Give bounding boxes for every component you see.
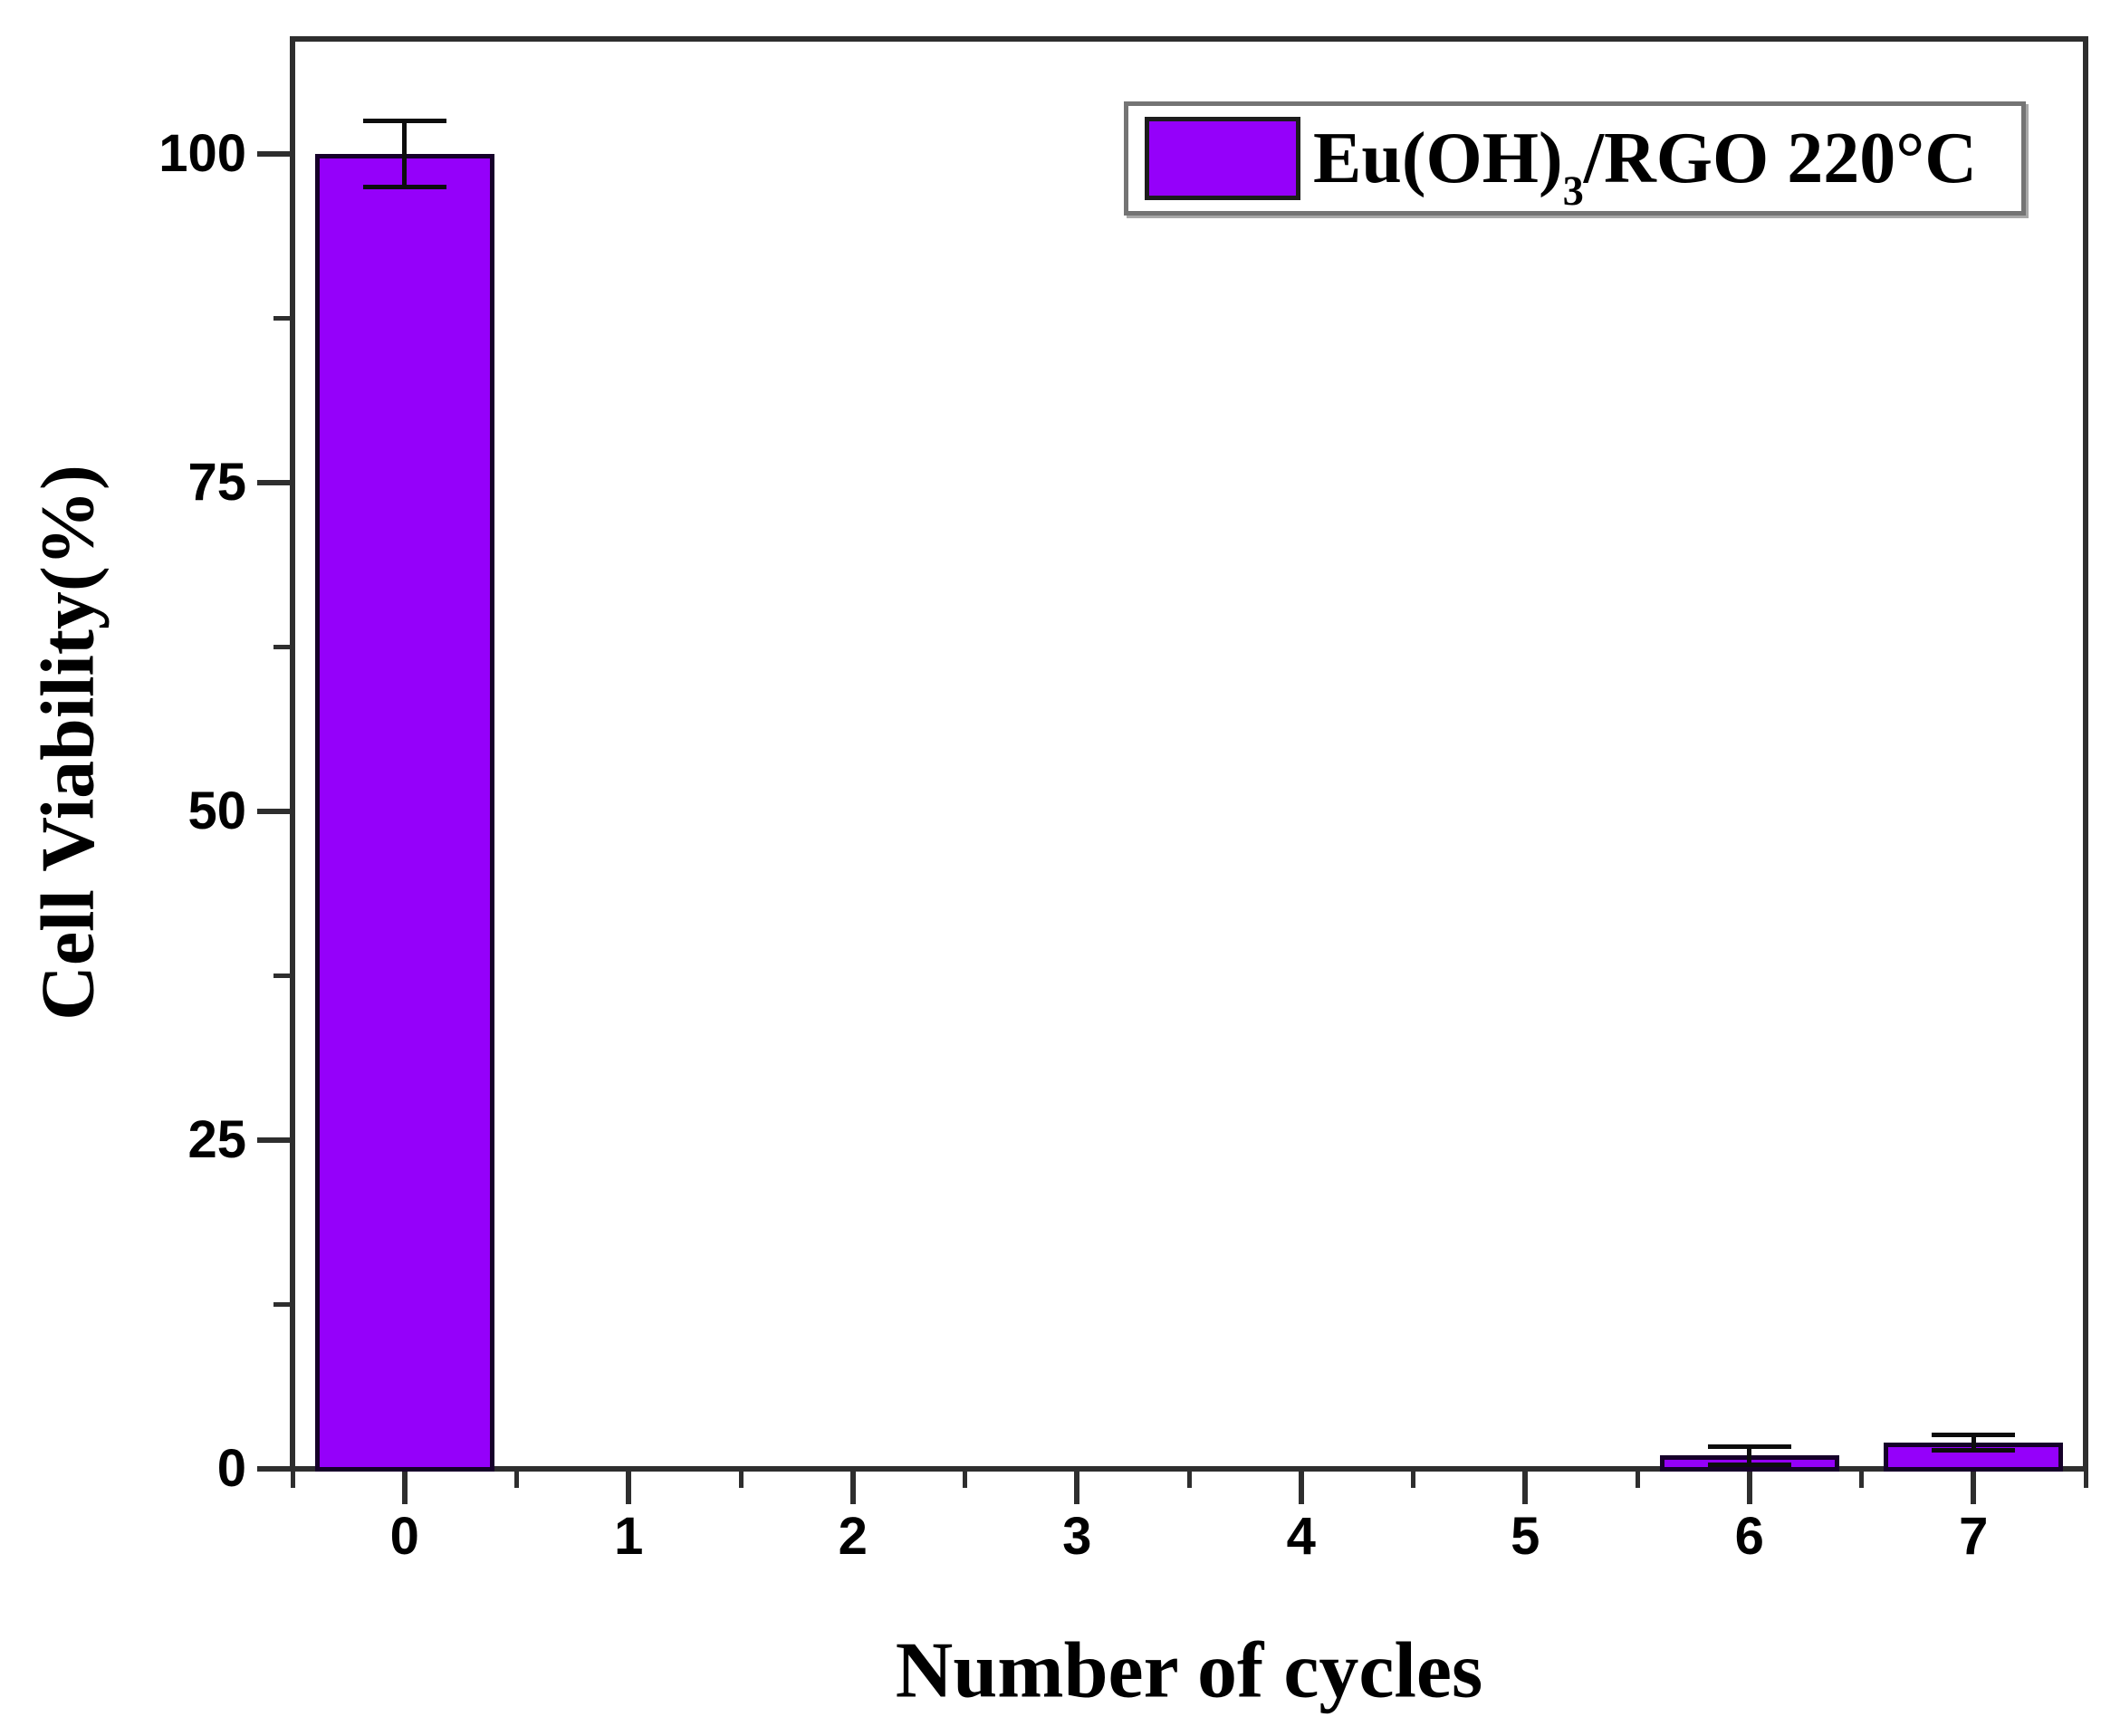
plot-area: [290, 36, 2088, 1472]
x-minor-tick: [1635, 1472, 1640, 1488]
x-axis-title: Number of cycles: [895, 1626, 1483, 1715]
bar: [314, 154, 494, 1472]
error-bar-cap-top: [1932, 1432, 2016, 1437]
y-axis-title: Cell Viability(%): [25, 465, 110, 1021]
x-minor-tick: [738, 1472, 744, 1488]
error-bar-stem: [1747, 1446, 1752, 1465]
x-major-tick: [1298, 1472, 1304, 1504]
legend-swatch: [1145, 117, 1300, 200]
y-major-tick: [257, 809, 290, 815]
x-major-tick: [1074, 1472, 1080, 1504]
x-tick-label: 4: [1286, 1507, 1316, 1566]
y-tick-label: 0: [216, 1439, 246, 1498]
x-major-tick: [1522, 1472, 1529, 1504]
x-major-tick: [1971, 1472, 1977, 1504]
error-bar-cap-bottom: [1932, 1448, 2016, 1453]
x-minor-tick: [290, 1472, 295, 1488]
y-tick-label: 75: [187, 453, 246, 513]
x-major-tick: [626, 1472, 632, 1504]
x-tick-label: 5: [1511, 1507, 1540, 1566]
error-bar-cap-top: [362, 119, 446, 124]
x-minor-tick: [1411, 1472, 1415, 1488]
legend-label-subscript: 3: [1562, 168, 1584, 216]
x-tick-label: 3: [1062, 1507, 1092, 1566]
y-tick-label: 25: [187, 1110, 246, 1169]
y-minor-tick: [273, 974, 290, 979]
y-minor-tick: [273, 316, 290, 321]
x-minor-tick: [963, 1472, 967, 1488]
y-major-tick: [257, 480, 290, 486]
y-major-tick: [257, 151, 290, 158]
x-major-tick: [1746, 1472, 1752, 1504]
x-tick-label: 2: [838, 1507, 868, 1566]
y-minor-tick: [273, 645, 290, 650]
x-minor-tick: [514, 1472, 519, 1488]
y-major-tick: [257, 1466, 290, 1472]
x-major-tick: [849, 1472, 856, 1504]
x-minor-tick: [2083, 1472, 2088, 1488]
error-bar-cap-top: [1707, 1443, 1791, 1449]
x-minor-tick: [1859, 1472, 1864, 1488]
error-bar-stem: [1971, 1434, 1976, 1451]
x-minor-tick: [1186, 1472, 1192, 1488]
legend: Eu(OH)3/RGO 220°C: [1124, 101, 2026, 216]
legend-label: Eu(OH)3/RGO 220°C: [1313, 119, 1978, 213]
error-bar-stem: [402, 120, 408, 187]
error-bar-cap-bottom: [1707, 1463, 1791, 1468]
error-bar-cap-bottom: [362, 184, 446, 189]
y-minor-tick: [273, 1302, 290, 1307]
x-tick-label: 1: [614, 1507, 644, 1566]
y-major-tick: [257, 1137, 290, 1143]
legend-label-suffix: /RGO 220°C: [1583, 119, 1978, 198]
legend-label-prefix: Eu(OH): [1313, 119, 1563, 198]
y-tick-label: 100: [158, 124, 246, 184]
x-major-tick: [401, 1472, 408, 1504]
x-tick-label: 7: [1959, 1507, 1989, 1566]
x-tick-label: 0: [389, 1507, 419, 1566]
y-tick-label: 50: [187, 782, 246, 841]
x-tick-label: 6: [1734, 1507, 1764, 1566]
